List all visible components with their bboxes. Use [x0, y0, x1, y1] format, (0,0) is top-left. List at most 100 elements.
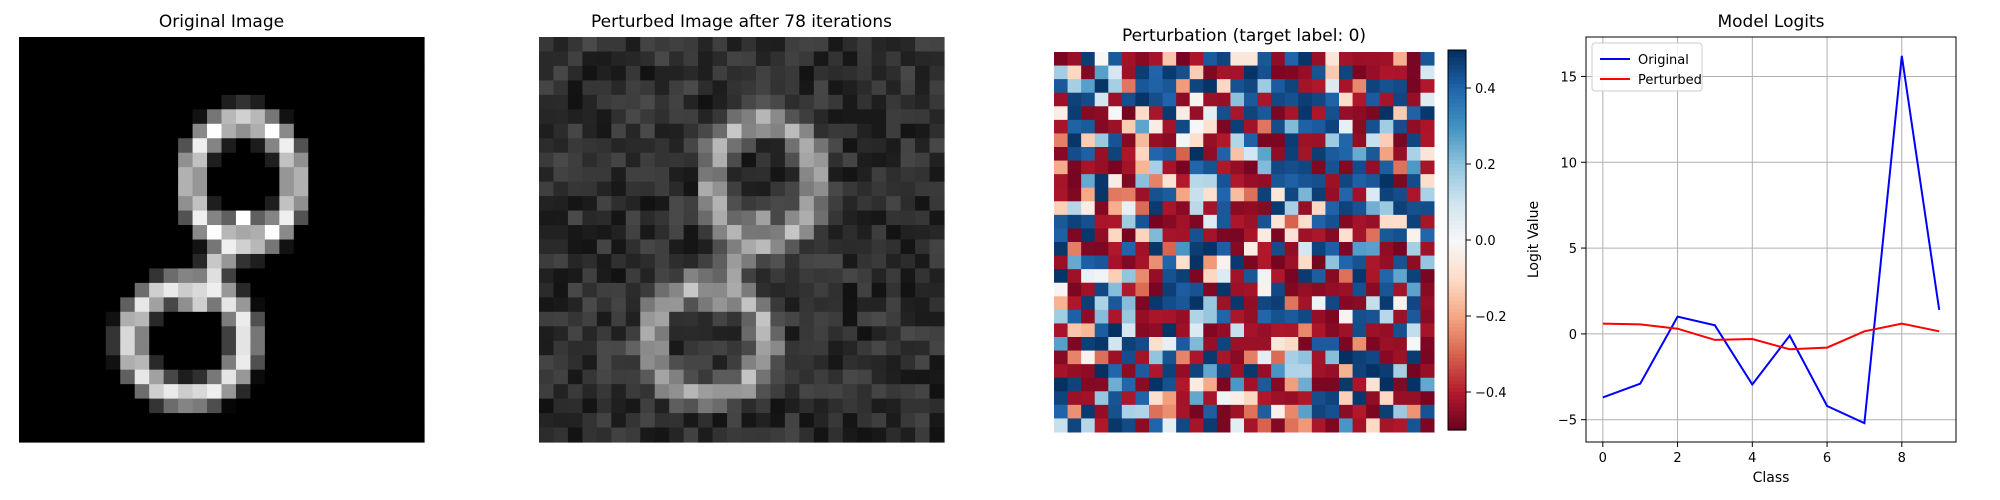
perturbation-cell — [1108, 337, 1123, 352]
pixel-cell — [567, 167, 583, 183]
pixel-cell — [539, 37, 555, 53]
pixel-cell — [582, 138, 598, 154]
perturbation-cell — [1244, 174, 1259, 189]
pixel-cell — [784, 384, 800, 400]
pixel-cell — [120, 355, 136, 371]
perturbation-cell — [1257, 350, 1272, 365]
pixel-cell — [250, 181, 266, 197]
perturbation-cell — [1379, 133, 1394, 148]
colorbar-segment — [1448, 129, 1466, 135]
perturbation-cell — [1081, 282, 1096, 297]
perturbation-cell — [1216, 79, 1231, 94]
pixel-cell — [322, 311, 338, 327]
pixel-cell — [596, 210, 612, 226]
perturbation-cell — [1054, 404, 1069, 419]
pixel-cell — [698, 225, 714, 241]
pixel-cell — [91, 167, 107, 183]
perturbation-cell — [1176, 133, 1191, 148]
perturbation-cell — [1162, 309, 1177, 324]
perturbation-cell — [1339, 201, 1354, 216]
pixel-cell — [669, 297, 685, 313]
perturbation-cell — [1149, 323, 1164, 338]
pixel-cell — [395, 37, 411, 53]
pixel-cell — [929, 311, 945, 327]
pixel-cell — [813, 123, 829, 139]
perturbation-cell — [1189, 309, 1204, 324]
pixel-cell — [596, 225, 612, 241]
pixel-cell — [683, 239, 699, 255]
perturbation-cell — [1054, 391, 1069, 406]
perturbation-cell — [1298, 377, 1313, 392]
pixel-cell — [264, 152, 280, 168]
colorbar-segment — [1448, 88, 1466, 93]
perturbation-cell — [1054, 296, 1069, 311]
perturbation-cell — [1420, 377, 1435, 392]
perturbation-cell — [1311, 52, 1326, 67]
perturbation-cell — [1135, 242, 1150, 257]
pixel-cell — [221, 427, 237, 443]
pixel-cell — [91, 65, 107, 81]
perturbation-cell — [1393, 214, 1408, 229]
pixel-cell — [308, 138, 324, 154]
perturbation-cell — [1406, 119, 1421, 134]
pixel-cell — [19, 181, 35, 197]
pixel-cell — [322, 355, 338, 371]
pixel-cell — [871, 152, 887, 168]
pixel-cell — [712, 167, 728, 183]
perturbation-cell — [1420, 418, 1435, 433]
pixel-cell — [366, 210, 382, 226]
pixel-cell — [842, 268, 858, 284]
pixel-cell — [337, 268, 353, 284]
pixel-cell — [567, 152, 583, 168]
perturbation-cell — [1352, 282, 1367, 297]
perturbation-cell — [1311, 282, 1326, 297]
perturbation-cell — [1189, 377, 1204, 392]
pixel-cell — [264, 297, 280, 313]
perturbation-cell — [1135, 404, 1150, 419]
pixel-cell — [293, 355, 309, 371]
pixel-cell — [395, 413, 411, 429]
perturbation-cell — [1067, 296, 1082, 311]
perturbation-cell — [1121, 79, 1136, 94]
pixel-cell — [625, 413, 641, 429]
pixel-cell — [250, 123, 266, 139]
perturbation-cell — [1257, 404, 1272, 419]
pixel-cell — [105, 384, 121, 400]
perturbation-cell — [1366, 404, 1381, 419]
pixel-cell — [134, 138, 150, 154]
perturbation-cell — [1135, 133, 1150, 148]
pixel-cell — [120, 123, 136, 139]
pixel-cell — [293, 210, 309, 226]
pixel-cell — [683, 384, 699, 400]
perturbation-cell — [1284, 350, 1299, 365]
pixel-cell — [900, 65, 916, 81]
pixel-cell — [33, 138, 49, 154]
pixel-cell — [727, 268, 743, 284]
perturbation-cell — [1352, 242, 1367, 257]
pixel-cell — [799, 138, 815, 154]
perturbation-cell — [1067, 364, 1082, 379]
colorbar-segment — [1448, 145, 1466, 150]
colorbar-tick-label: −0.2 — [1475, 310, 1507, 325]
perturbation-cell — [1339, 296, 1354, 311]
colorbar-segment — [1448, 160, 1466, 165]
perturbation-cell — [1298, 242, 1313, 257]
colorbar-segment — [1448, 91, 1466, 97]
pixel-cell — [279, 355, 295, 371]
pixel-cell — [221, 138, 237, 154]
pixel-cell — [235, 413, 252, 429]
pixel-cell — [755, 297, 772, 313]
perturbation-cell — [1203, 147, 1218, 162]
perturbation-cell — [1339, 174, 1354, 189]
pixel-cell — [33, 340, 49, 356]
pixel-cell — [91, 109, 107, 125]
pixel-cell — [539, 65, 555, 81]
pixel-cell — [105, 340, 121, 356]
perturbation-cell — [1352, 201, 1367, 216]
perturbation-cell — [1081, 309, 1096, 324]
pixel-cell — [654, 225, 670, 241]
pixel-cell — [567, 94, 583, 110]
pixel-cell — [799, 210, 815, 226]
perturbation-cell — [1393, 418, 1408, 433]
pixel-cell — [857, 210, 873, 226]
